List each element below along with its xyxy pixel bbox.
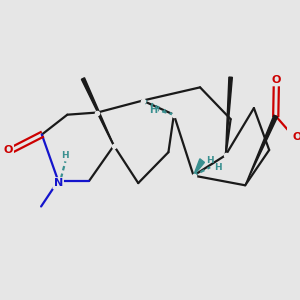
Text: O: O	[272, 75, 281, 85]
Text: O: O	[4, 145, 13, 155]
Polygon shape	[194, 159, 204, 176]
Text: N: N	[54, 178, 63, 188]
Text: H: H	[206, 156, 214, 165]
Text: O: O	[292, 133, 300, 142]
Text: H: H	[149, 105, 157, 115]
Polygon shape	[245, 115, 278, 185]
Text: H: H	[61, 152, 69, 160]
Text: H: H	[214, 163, 222, 172]
Polygon shape	[226, 77, 232, 155]
Polygon shape	[81, 78, 114, 146]
